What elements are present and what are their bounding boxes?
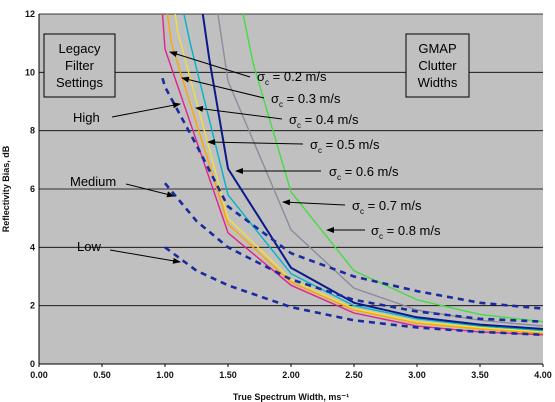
box-text-line: Settings [56,75,103,90]
y-axis-ticks: 0 2 4 6 8 10 12 [25,9,35,369]
series-line-c-0-3-m-s [166,13,544,335]
annotation-label: σc = 0.7 m/s [352,198,422,216]
series-line-high [161,77,544,310]
annotation-label: σc = 0.6 m/s [329,164,399,182]
box-text-line: Clutter [418,58,457,73]
annotation-c-0-5-m-s: σc = 0.5 m/s [207,137,380,155]
x-tick-label: 4.00 [534,370,552,380]
series-layer [161,13,544,337]
series-line-c-0-7-m-s [217,13,544,327]
annotation-arrow [109,249,181,264]
y-axis-label: Reflectivity Bias, dB [1,145,11,232]
annotation-arrow [125,183,175,198]
box-text-line: GMAP [418,41,456,56]
series-line-c-0-4-m-s [174,13,544,333]
annotation-c-0-6-m-s: σc = 0.6 m/s [235,164,399,182]
annotation-medium: Medium [70,174,175,198]
annotation-arrow [195,105,283,120]
annotation-c-0-4-m-s: σc = 0.4 m/s [195,105,359,130]
annotation-label: σc = 0.2 m/s [257,69,327,87]
series-line-c-0-5-m-s [183,13,544,332]
y-tick-label: 12 [25,9,35,19]
y-tick-label: 10 [25,67,35,77]
x-tick-label: 0.50 [93,370,111,380]
gmap-clutter-widths-box: GMAP Clutter Widths [405,33,470,98]
annotation-arrow [169,51,251,78]
y-tick-label: 2 [30,301,35,311]
box-text-line: Widths [418,75,458,90]
annotation-c-0-8-m-s: σc = 0.8 m/s [326,223,441,241]
annotation-arrow [207,139,304,146]
annotation-layer: σc = 0.2 m/s σc = 0.3 m/s σc = 0.4 m/s σc =… [70,51,441,264]
annotation-label: Low [77,239,101,254]
y-tick-label: 0 [30,359,35,369]
legacy-filter-settings-box: Legacy Filter Settings [43,33,116,98]
annotation-c-0-3-m-s: σc = 0.3 m/s [181,76,341,109]
annotation-arrow [181,76,265,99]
x-tick-label: 0.00 [30,370,48,380]
x-tick-label: 2.50 [345,370,363,380]
y-tick-label: 6 [30,184,35,194]
x-tick-label: 3.50 [471,370,489,380]
annotation-high: High [73,102,181,125]
annotation-c-0-2-m-s: σc = 0.2 m/s [169,51,327,87]
annotation-low: Low [77,239,181,264]
series-line-low [164,246,544,337]
annotation-label: High [73,110,100,125]
annotation-label: σc = 0.8 m/s [371,223,441,241]
box-text-line: Legacy [59,41,101,56]
x-axis-label: True Spectrum Width, ms⁻¹ [233,392,349,402]
series-line-medium [164,182,544,323]
y-tick-label: 4 [30,242,35,252]
annotation-arrow [282,199,346,206]
x-tick-label: 3.00 [408,370,426,380]
annotation-arrow [111,102,181,118]
x-tick-label: 1.00 [156,370,174,380]
grid-lines [39,13,543,307]
series-line-c-0-6-m-s [201,13,544,330]
annotation-c-0-7-m-s: σc = 0.7 m/s [282,198,422,216]
annotation-label: σc = 0.5 m/s [310,137,380,155]
series-line-c-0-8-m-s [242,13,544,323]
x-tick-label: 2.00 [282,370,300,380]
box-text-line: Filter [65,58,95,73]
y-tick-label: 8 [30,126,35,136]
x-axis-ticks: 0.00 0.50 1.00 1.50 2.00 2.50 3.00 3.50 4.00 [30,364,552,380]
annotation-label: Medium [70,174,116,189]
annotation-label: σc = 0.4 m/s [289,112,359,130]
annotation-label: σc = 0.3 m/s [271,91,341,109]
x-tick-label: 1.50 [219,370,237,380]
